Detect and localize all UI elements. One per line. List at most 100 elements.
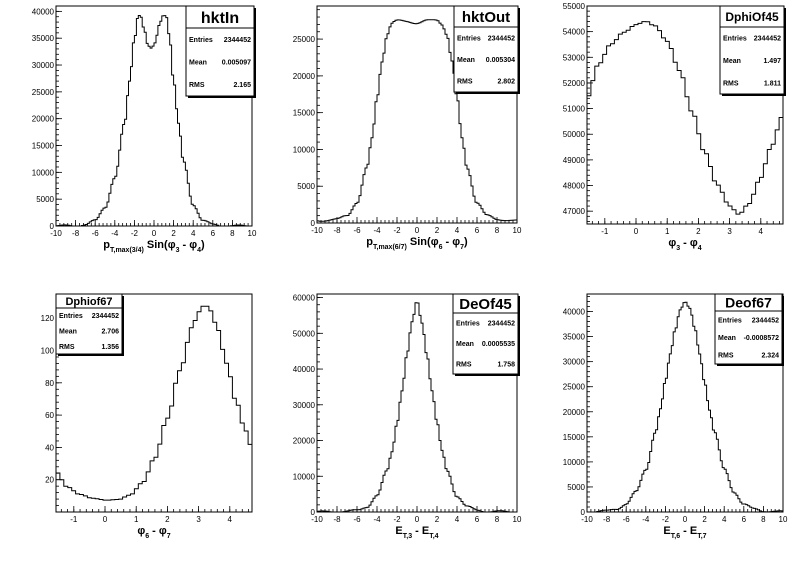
x-tick-label: 2 bbox=[435, 515, 440, 524]
y-tick-label: 50000 bbox=[293, 329, 316, 338]
x-axis-title-part: - E bbox=[412, 525, 429, 537]
y-tick-label: 25000 bbox=[563, 383, 586, 392]
x-axis-title-part: T,3 bbox=[403, 533, 412, 540]
x-axis-title-part: - bbox=[680, 237, 690, 249]
y-tick-label: 35000 bbox=[32, 34, 55, 43]
x-tick-label: -6 bbox=[623, 515, 631, 524]
y-tick-label: 53000 bbox=[563, 53, 586, 62]
x-tick-label: -2 bbox=[393, 515, 401, 524]
y-tick-label: 120 bbox=[41, 314, 55, 323]
y-tick-label: 55000 bbox=[563, 2, 586, 11]
y-tick-label: 60 bbox=[45, 411, 54, 420]
x-tick-label: 0 bbox=[103, 515, 108, 524]
x-axis-title-part: p bbox=[103, 239, 110, 251]
x-tick-label: -8 bbox=[603, 515, 611, 524]
y-tick-label: 0 bbox=[311, 219, 316, 228]
x-tick-label: -1 bbox=[70, 515, 78, 524]
stats-title: hktOut bbox=[462, 9, 510, 26]
x-tick-label: -6 bbox=[92, 229, 100, 238]
x-tick-label: 0 bbox=[634, 227, 639, 236]
stats-box: Dphiof67 Entries 2344452 Mean 2.706 RMS 1.356 bbox=[55, 293, 124, 356]
stats-label: RMS bbox=[456, 361, 472, 368]
stats-value: 2.324 bbox=[761, 353, 779, 360]
histogram-panel-6: -10 -8 -6 -4 -2 0 2 4 6 8 10 0 5000 10000 15000 20000 25… bbox=[563, 293, 788, 540]
stats-value: 0.005097 bbox=[222, 60, 251, 67]
x-tick-label: 8 bbox=[230, 229, 235, 238]
x-axis-title-part: - E bbox=[680, 525, 697, 537]
stats-title: Deof67 bbox=[725, 295, 772, 311]
y-tick-label: 60000 bbox=[293, 294, 316, 303]
x-tick-label: -1 bbox=[601, 227, 609, 236]
stats-box-frame bbox=[452, 293, 519, 375]
x-tick-label: -8 bbox=[333, 226, 341, 235]
x-tick-label: 1 bbox=[134, 515, 139, 524]
x-axis-title-part: T,max(3/4) bbox=[110, 247, 144, 254]
x-tick-label: 1 bbox=[665, 227, 670, 236]
x-axis-title-part: φ bbox=[189, 239, 197, 251]
stats-label: RMS bbox=[189, 82, 205, 89]
x-tick-label: 2 bbox=[696, 227, 701, 236]
stats-label: Mean bbox=[189, 60, 207, 67]
x-axis-title-part: 6 bbox=[439, 244, 443, 251]
y-tick-label: 49000 bbox=[563, 156, 586, 165]
y-tick-label: 5000 bbox=[567, 483, 585, 492]
histogram-line bbox=[56, 305, 252, 501]
x-tick-label: 0 bbox=[415, 226, 420, 235]
x-tick-label: 3 bbox=[196, 515, 201, 524]
stats-value: -0.0008572 bbox=[744, 335, 780, 342]
stats-value: 2344452 bbox=[488, 321, 515, 328]
x-tick-label: -8 bbox=[72, 229, 80, 238]
stats-label: Entries bbox=[59, 313, 83, 320]
y-tick-label: 10000 bbox=[563, 458, 586, 467]
x-axis-title-part: Sin( bbox=[144, 239, 168, 251]
x-tick-label: 4 bbox=[455, 515, 460, 524]
stats-label: Mean bbox=[457, 57, 475, 64]
x-tick-label: -2 bbox=[131, 229, 139, 238]
stats-label: RMS bbox=[59, 344, 75, 351]
x-axis-title-part: T,7 bbox=[697, 533, 706, 540]
x-axis-title-part: - bbox=[179, 239, 189, 251]
x-tick-label: 4 bbox=[759, 227, 764, 236]
stats-label: RMS bbox=[457, 79, 473, 86]
stats-label: Entries bbox=[457, 35, 481, 42]
y-tick-label: 10000 bbox=[32, 168, 55, 177]
stats-value: 1.758 bbox=[497, 361, 515, 368]
x-tick-label: 0 bbox=[415, 515, 420, 524]
x-tick-label: 4 bbox=[228, 515, 233, 524]
y-tick-label: 40000 bbox=[563, 308, 586, 317]
stats-label: Entries bbox=[189, 37, 213, 44]
x-tick-label: 2 bbox=[435, 226, 440, 235]
x-axis-title-part: 3 bbox=[676, 245, 680, 252]
x-tick-label: 6 bbox=[742, 515, 747, 524]
stats-title: DphiOf45 bbox=[725, 10, 779, 24]
x-axis-title-part: 7 bbox=[460, 244, 464, 251]
y-tick-label: 30000 bbox=[293, 401, 316, 410]
x-axis-title: pT,max(3/4) Sin(φ3 - φ4) bbox=[103, 239, 205, 254]
stats-title: Dphiof67 bbox=[65, 296, 112, 308]
x-tick-label: -10 bbox=[311, 226, 323, 235]
x-tick-label: -4 bbox=[373, 515, 381, 524]
y-tick-label: 25000 bbox=[293, 35, 316, 44]
x-tick-label: -4 bbox=[642, 515, 650, 524]
y-tick-label: 40000 bbox=[32, 7, 55, 16]
y-tick-label: 15000 bbox=[293, 109, 316, 118]
y-tick-label: 20000 bbox=[563, 408, 586, 417]
x-axis-title: ET,6 - ET,7 bbox=[663, 525, 706, 540]
stats-box-frame bbox=[453, 5, 519, 93]
y-tick-label: 15000 bbox=[32, 142, 55, 151]
x-axis-title-part: 4 bbox=[197, 247, 201, 254]
histogram-panel-3: -1 0 1 2 3 4 47000 48000 49000 50000 51000 52000 530… bbox=[563, 2, 786, 252]
stats-value: 2.706 bbox=[101, 329, 119, 336]
stats-box: DeOf45 Entries 2344452 Mean 0.0005535 RMS 1.75… bbox=[452, 293, 520, 376]
histogram-line bbox=[587, 301, 783, 513]
x-tick-label: 8 bbox=[761, 515, 766, 524]
x-axis-title-part: φ bbox=[431, 236, 439, 248]
x-tick-label: 8 bbox=[495, 515, 500, 524]
x-axis-title: ET,3 - ET,4 bbox=[395, 525, 438, 540]
x-tick-label: 2 bbox=[702, 515, 707, 524]
x-axis-title-part: Sin( bbox=[407, 236, 431, 248]
stats-value: 2344452 bbox=[92, 313, 119, 320]
stats-label: Entries bbox=[718, 317, 742, 324]
